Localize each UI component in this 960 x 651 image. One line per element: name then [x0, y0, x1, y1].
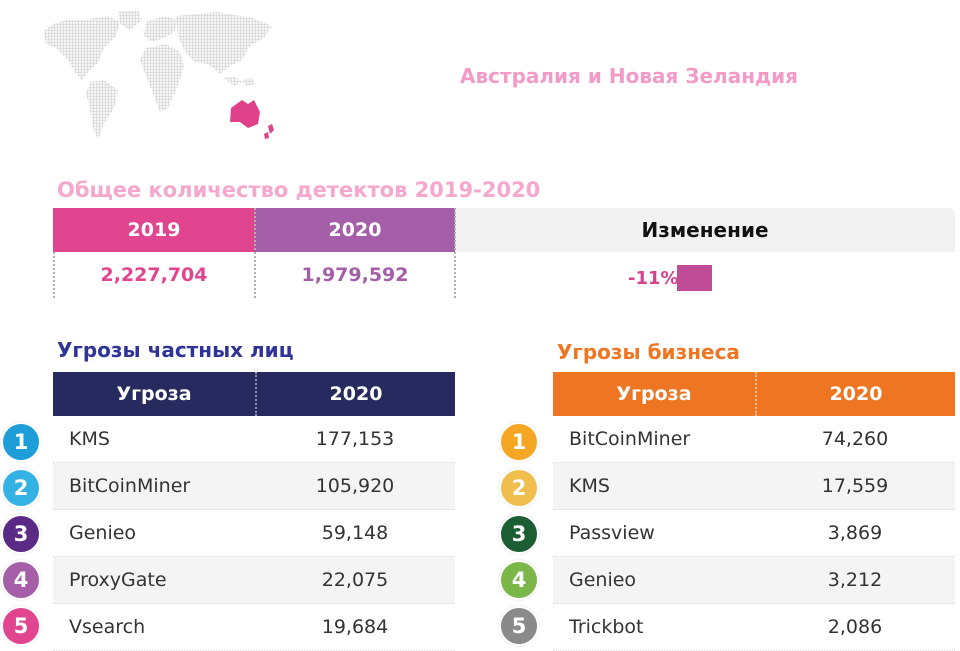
- rank-badge: 3: [1, 514, 41, 554]
- threat-name: KMS: [69, 428, 110, 450]
- value-change: -11%: [628, 267, 679, 289]
- table-row: Vsearch 19,684: [53, 604, 455, 651]
- header-change: Изменение: [455, 208, 955, 252]
- threat-count: 3,212: [827, 569, 883, 591]
- table-row: BitCoinMiner 74,260: [553, 416, 955, 463]
- header-2020: 2020: [255, 208, 455, 252]
- table-row: KMS 177,153: [53, 416, 455, 463]
- threat-count: 105,920: [315, 475, 395, 497]
- threat-count: 2,086: [827, 616, 883, 638]
- divider: [454, 208, 456, 298]
- rank-badge: 1: [1, 422, 41, 462]
- table-header: Угроза 2020: [53, 372, 455, 416]
- threat-name: KMS: [569, 475, 610, 497]
- divider: [53, 252, 55, 298]
- rank-badge: 4: [1, 560, 41, 600]
- threat-count: 177,153: [315, 428, 395, 450]
- value-2019: 2,227,704: [100, 264, 208, 286]
- threat-count: 19,684: [321, 616, 389, 638]
- threat-count: 17,559: [821, 475, 889, 497]
- private-threats-table: Угроза 2020 KMS 177,153 BitCoinMiner 105,9…: [53, 372, 455, 651]
- threat-count: 59,148: [321, 522, 389, 544]
- rank-badge: 2: [499, 468, 539, 508]
- threat-count: 22,075: [321, 569, 389, 591]
- table-row: BitCoinMiner 105,920: [53, 463, 455, 510]
- col-year: 2020: [829, 383, 883, 405]
- threat-name: ProxyGate: [69, 569, 167, 591]
- threat-name: Genieo: [69, 522, 137, 544]
- threat-name: BitCoinMiner: [569, 428, 691, 450]
- threat-name: Passview: [569, 522, 655, 544]
- col-year: 2020: [329, 383, 383, 405]
- col-threat: Угроза: [553, 372, 757, 416]
- table-row: ProxyGate 22,075: [53, 557, 455, 604]
- table-header: Угроза 2020: [553, 372, 955, 416]
- threat-count: 74,260: [821, 428, 889, 450]
- threat-name: Vsearch: [69, 616, 146, 638]
- change-bar: [677, 265, 712, 291]
- rank-badge: 2: [1, 468, 41, 508]
- value-2020: 1,979,592: [301, 264, 409, 286]
- threat-name: Genieo: [569, 569, 637, 591]
- rank-badge: 3: [499, 514, 539, 554]
- threat-name: BitCoinMiner: [69, 475, 191, 497]
- region-title: Австралия и Новая Зеландия: [460, 64, 799, 88]
- col-threat: Угроза: [53, 372, 257, 416]
- table-row: Passview 3,869: [553, 510, 955, 557]
- rank-badge: 4: [499, 560, 539, 600]
- world-map-icon: [43, 10, 274, 140]
- rank-badge: 5: [499, 606, 539, 646]
- private-threats-title: Угрозы частных лиц: [57, 338, 294, 362]
- divider: [254, 208, 256, 298]
- threat-count: 3,869: [827, 522, 883, 544]
- table-row: KMS 17,559: [553, 463, 955, 510]
- rank-badge: 1: [499, 422, 539, 462]
- total-detections-title: Общее количество детектов 2019-2020: [57, 178, 541, 202]
- rank-badge: 5: [1, 606, 41, 646]
- threat-name: Trickbot: [569, 616, 644, 638]
- business-threats-table: Угроза 2020 BitCoinMiner 74,260 KMS 17,559…: [553, 372, 955, 651]
- header-2019: 2019: [53, 208, 255, 252]
- table-row: Genieo 3,212: [553, 557, 955, 604]
- table-row: Trickbot 2,086: [553, 604, 955, 651]
- table-row: Genieo 59,148: [53, 510, 455, 557]
- business-threats-title: Угрозы бизнеса: [557, 340, 740, 364]
